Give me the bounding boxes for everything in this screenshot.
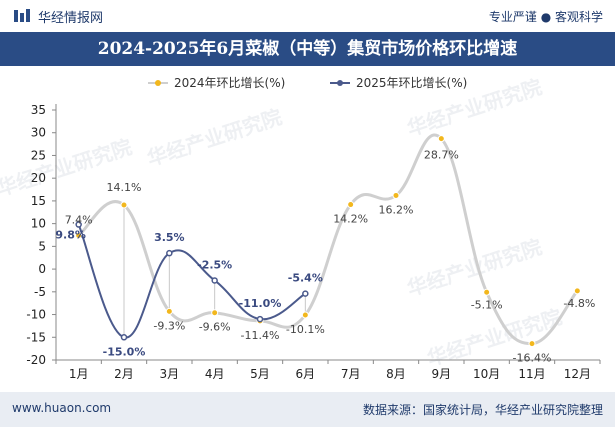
series-2024-point (75, 231, 83, 239)
series-2024-data-label: 14.2% (333, 213, 368, 226)
legend-2024-label: 2024年环比增长(%) (174, 76, 285, 90)
series-2025-point (302, 290, 309, 297)
series-2024-data-label: 16.2% (379, 203, 414, 216)
series-2024-point (437, 135, 445, 143)
series-2024-data-label: -16.4% (513, 352, 552, 365)
y-tick-label: 10 (31, 217, 46, 231)
legend: 2024年环比增长(%) 2025年环比增长(%) (148, 76, 467, 90)
footer-source: 数据来源：国家统计局，华经产业研究院整理 (362, 403, 603, 417)
series-2024-data-label: -4.8% (563, 297, 595, 310)
series-2025-point (256, 315, 264, 323)
x-tick-label: 3月 (160, 367, 180, 381)
series-2025-data-label: -15.0% (103, 345, 146, 358)
series-2024-data-label: 14.1% (107, 181, 142, 194)
series-2024-point (483, 288, 491, 296)
y-tick-label: 25 (31, 148, 46, 162)
x-tick-label: 8月 (386, 367, 406, 381)
series-2024-data-label: -9.3% (153, 319, 185, 332)
legend-2025-marker (337, 80, 343, 86)
y-tick-label: 0 (38, 262, 46, 276)
grid-layer (52, 109, 56, 361)
series-2025-point (166, 249, 173, 257)
legend-2024-marker (155, 80, 161, 86)
footer-website: www.huaon.com (12, 401, 112, 415)
series-2024-data-label: -9.6% (199, 321, 231, 334)
plot-layer: 7.4% 14.1% -9.3% -9.6% -11.4% -10.1% 14.2% 16.2… (55, 133, 595, 365)
x-tick-label: 11月 (518, 367, 545, 381)
series-2024-data-label: -11.4% (241, 329, 280, 342)
series-2024-point (392, 191, 400, 199)
series-2024-point (528, 340, 536, 348)
series-2025-point (211, 277, 218, 284)
series-2025-data-label: -2.5% (197, 258, 232, 271)
series-2024-point (573, 287, 581, 295)
y-tick-label: 5 (38, 239, 46, 253)
x-tick-label: 10月 (473, 367, 500, 381)
y-tick-label: 20 (31, 171, 46, 185)
series-2025-data-label: 9.8% (55, 229, 86, 242)
series-2024-data-label: 28.7% (424, 149, 459, 162)
series-2024-data-label: -10.1% (286, 323, 325, 336)
chart-title: 2024-2025年6月菜椒（中等）集贸市场价格环比增速 (97, 39, 518, 59)
x-tick-label: 1月 (69, 367, 89, 381)
series-2024-data-label: 7.4% (65, 213, 93, 226)
x-tick-label: 6月 (296, 367, 316, 381)
series-2025-data-label: -5.4% (288, 272, 323, 285)
y-tick-label: -20 (26, 353, 46, 367)
slogan: 专业严谨 ● 客观科学 (488, 10, 603, 24)
legend-2025-label: 2025年环比增长(%) (356, 76, 467, 90)
logo-icon (14, 9, 30, 22)
series-2024-point (347, 201, 355, 209)
y-tick-label: 35 (31, 103, 46, 117)
footer-bar: www.huaon.com 数据来源：国家统计局，华经产业研究院整理 (0, 392, 615, 427)
x-tick-label: 2月 (114, 367, 134, 381)
y-tick-label: 15 (31, 194, 46, 208)
watermark-text: 华经产业研究院 (144, 105, 285, 171)
x-tick-label: 4月 (205, 367, 225, 381)
x-tick-label: 7月 (341, 367, 361, 381)
series-2025-point (120, 334, 128, 341)
top-bar: 华经情报网 专业严谨 ● 客观科学 (0, 0, 615, 32)
axes-layer: -20 -15 -10 -5 0 5 10 15 20 25 30 35 1月 2月 3月 4月 5月 6月 7月 8… (26, 103, 601, 381)
x-tick-label: 9月 (432, 367, 452, 381)
x-tick-label: 5月 (250, 367, 270, 381)
watermark-text: 华经产业研究院 (404, 235, 545, 301)
x-tick-label: 12月 (564, 367, 591, 381)
series-2024-point (301, 311, 309, 319)
y-tick-label: 30 (31, 126, 46, 140)
series-2025-data-label: 3.5% (154, 231, 185, 244)
series-2025-data-label: -11.0% (239, 297, 282, 310)
series-2024-point (211, 309, 219, 317)
y-tick-label: -10 (26, 308, 46, 322)
series-2025-point (75, 221, 82, 228)
series-2024-data-label: -5.1% (471, 298, 503, 311)
series-2024-point (165, 307, 173, 315)
y-tick-label: -5 (34, 285, 46, 299)
brand-name: 华经情报网 (38, 11, 104, 26)
title-bar: 2024-2025年6月菜椒（中等）集贸市场价格环比增速 (0, 32, 615, 66)
y-tick-label: -15 (26, 330, 46, 344)
series-2024-point (120, 201, 128, 209)
